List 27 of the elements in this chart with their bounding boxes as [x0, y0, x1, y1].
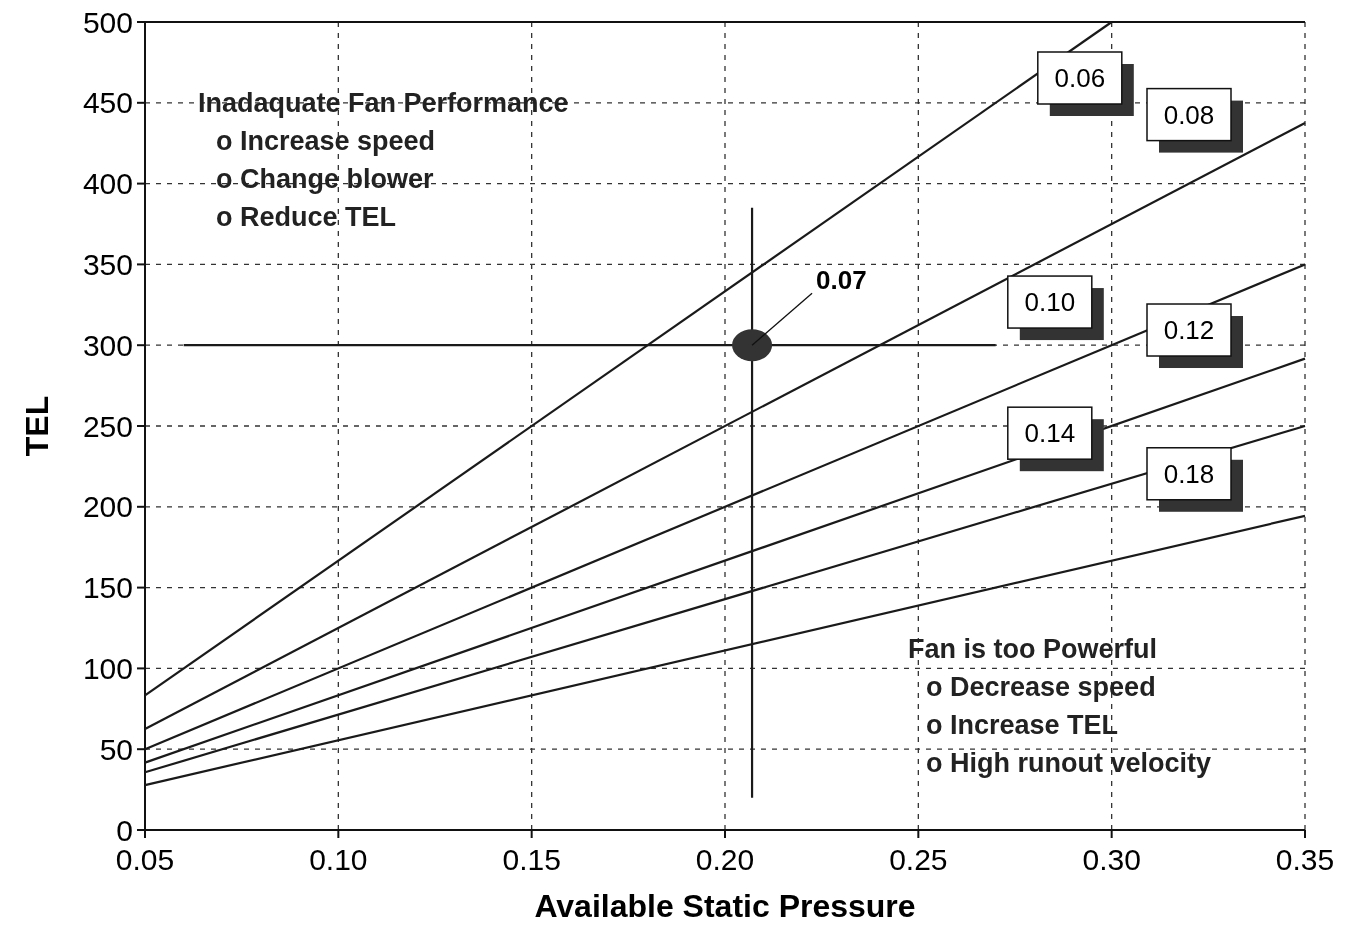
series-label: 0.12 — [1163, 315, 1215, 346]
y-tick-label: 150 — [82, 571, 133, 605]
y-tick-label: 350 — [82, 247, 133, 281]
x-tick-label: 0.35 — [1275, 843, 1335, 876]
x-tick-label: 0.20 — [695, 843, 755, 876]
x-tick-label: 0.25 — [889, 843, 948, 876]
y-tick-label: 400 — [82, 167, 133, 201]
y-tick-label: 450 — [82, 86, 133, 120]
y-tick-label: 100 — [82, 651, 133, 685]
annotation: 0.07 — [816, 265, 867, 296]
y-tick-label: 250 — [82, 409, 133, 443]
x-tick-label: 0.15 — [502, 843, 561, 876]
series-label: 0.10 — [1024, 287, 1076, 318]
x-tick-label: 0.30 — [1082, 843, 1141, 876]
series-label: 0.06 — [1054, 63, 1106, 94]
y-tick-label: 50 — [99, 732, 133, 766]
y-tick-label: 300 — [82, 328, 133, 362]
y-axis-title: TEL — [19, 395, 55, 457]
series-label: 0.08 — [1163, 99, 1215, 130]
annotation: Inadaquate Fan Performance o Increase speed o Change blower o Reduce TEL — [198, 88, 569, 232]
series-label: 0.18 — [1163, 458, 1215, 489]
annotation: Fan is too Powerful o Decrease speed o Increase TEL o High runout velocity — [908, 634, 1212, 778]
x-tick-label: 0.10 — [309, 843, 368, 876]
series-label: 0.14 — [1024, 418, 1076, 449]
x-axis-title: Available Static Pressure — [534, 888, 916, 924]
y-tick-label: 500 — [82, 5, 133, 39]
y-tick-label: 200 — [82, 490, 133, 524]
